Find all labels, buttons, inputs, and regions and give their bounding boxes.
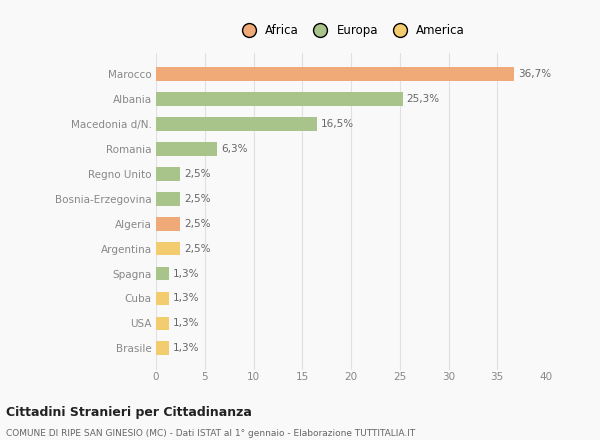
Bar: [156, 167, 181, 181]
Text: 1,3%: 1,3%: [173, 293, 199, 304]
Text: COMUNE DI RIPE SAN GINESIO (MC) - Dati ISTAT al 1° gennaio - Elaborazione TUTTIT: COMUNE DI RIPE SAN GINESIO (MC) - Dati I…: [6, 429, 415, 438]
Text: 1,3%: 1,3%: [173, 343, 199, 353]
Text: Cittadini Stranieri per Cittadinanza: Cittadini Stranieri per Cittadinanza: [6, 406, 252, 419]
Bar: [156, 192, 181, 205]
Text: 36,7%: 36,7%: [518, 69, 551, 79]
Bar: [156, 92, 403, 106]
Bar: [156, 242, 181, 256]
Bar: [156, 316, 169, 330]
Text: 2,5%: 2,5%: [184, 244, 211, 253]
Legend: Africa, Europa, America: Africa, Europa, America: [233, 21, 469, 41]
Text: 2,5%: 2,5%: [184, 194, 211, 204]
Text: 1,3%: 1,3%: [173, 268, 199, 279]
Bar: [156, 267, 169, 280]
Bar: [156, 292, 169, 305]
Bar: [156, 67, 514, 81]
Text: 16,5%: 16,5%: [321, 119, 354, 129]
Text: 1,3%: 1,3%: [173, 319, 199, 328]
Text: 2,5%: 2,5%: [184, 219, 211, 229]
Text: 2,5%: 2,5%: [184, 169, 211, 179]
Text: 6,3%: 6,3%: [221, 144, 248, 154]
Bar: [156, 117, 317, 131]
Bar: [156, 341, 169, 355]
Bar: [156, 142, 217, 156]
Bar: [156, 217, 181, 231]
Text: 25,3%: 25,3%: [407, 94, 440, 104]
